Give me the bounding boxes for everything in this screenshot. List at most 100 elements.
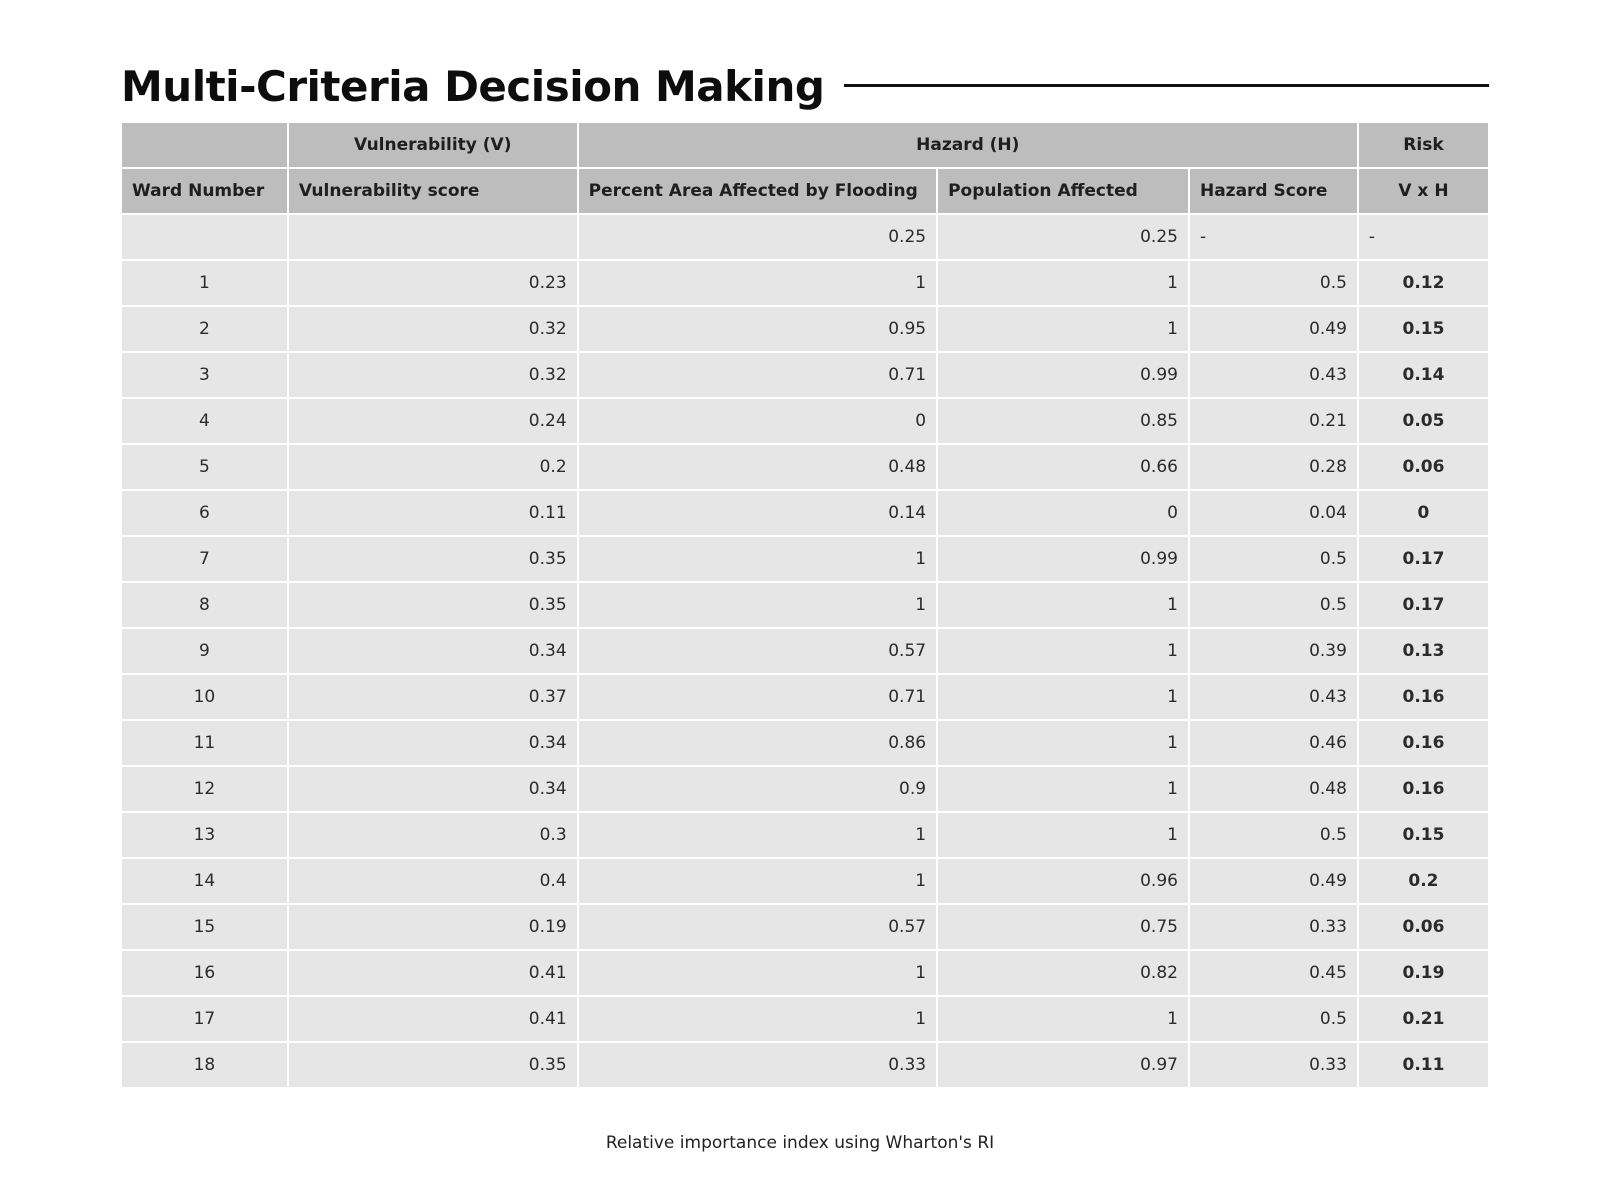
risk-value-cell: 0.11 <box>1358 1043 1488 1087</box>
table-row: 7 0.35 1 0.99 0.5 0.17 <box>122 537 1488 581</box>
title-row: Multi-Criteria Decision Making <box>121 58 1489 114</box>
vulnerability-score-cell: 0.32 <box>288 307 577 351</box>
table-row: 3 0.32 0.71 0.99 0.43 0.14 <box>122 353 1488 397</box>
ward-number-cell: 4 <box>122 399 287 443</box>
risk-value-cell: 0.06 <box>1358 905 1488 949</box>
vulnerability-score-cell: 0.23 <box>288 261 577 305</box>
percent-area-cell: 0.9 <box>578 767 937 811</box>
column-header-percent-area: Percent Area Affected by Flooding <box>578 169 937 213</box>
mcdm-table: Vulnerability (V) Hazard (H) Risk Ward N… <box>120 121 1490 1089</box>
population-affected-cell: 1 <box>938 261 1188 305</box>
table-row: 14 0.4 1 0.96 0.49 0.2 <box>122 859 1488 903</box>
table-header: Vulnerability (V) Hazard (H) Risk Ward N… <box>122 123 1488 213</box>
percent-area-cell: 1 <box>578 859 937 903</box>
population-affected-cell: 0.75 <box>938 905 1188 949</box>
hazard-score-cell: 0.49 <box>1189 859 1357 903</box>
risk-value-cell: 0.05 <box>1358 399 1488 443</box>
hazard-score-cell: 0.33 <box>1189 905 1357 949</box>
hazard-score-cell: 0.5 <box>1189 583 1357 627</box>
vulnerability-score-cell: 0.41 <box>288 997 577 1041</box>
ward-number-cell: 9 <box>122 629 287 673</box>
risk-value-cell: 0.16 <box>1358 721 1488 765</box>
column-header-ward: Ward Number <box>122 169 287 213</box>
risk-value-cell: 0.19 <box>1358 951 1488 995</box>
table-caption: Relative importance index using Wharton'… <box>605 1133 995 1153</box>
hazard-score-cell: 0.28 <box>1189 445 1357 489</box>
population-affected-cell: 1 <box>938 629 1188 673</box>
risk-value-cell: 0.12 <box>1358 261 1488 305</box>
table-row: 10 0.37 0.71 1 0.43 0.16 <box>122 675 1488 719</box>
table-row: 5 0.2 0.48 0.66 0.28 0.06 <box>122 445 1488 489</box>
ward-number-cell: 14 <box>122 859 287 903</box>
risk-value-cell: 0.16 <box>1358 675 1488 719</box>
population-affected-cell: 0.66 <box>938 445 1188 489</box>
percent-area-cell: 0.71 <box>578 675 937 719</box>
population-affected-cell: 0.85 <box>938 399 1188 443</box>
ward-number-cell: 3 <box>122 353 287 397</box>
ward-number-cell: 2 <box>122 307 287 351</box>
hazard-score-cell: 0.39 <box>1189 629 1357 673</box>
ward-number-cell: 16 <box>122 951 287 995</box>
population-affected-cell: 0.97 <box>938 1043 1188 1087</box>
population-affected-cell: 1 <box>938 675 1188 719</box>
group-header-row: Vulnerability (V) Hazard (H) Risk <box>122 123 1488 167</box>
percent-area-cell: 0.95 <box>578 307 937 351</box>
population-affected-cell: 1 <box>938 767 1188 811</box>
risk-value-cell: 0.15 <box>1358 307 1488 351</box>
column-header-population: Population Affected <box>938 169 1188 213</box>
ward-number-cell: 7 <box>122 537 287 581</box>
vulnerability-score-cell: 0.35 <box>288 537 577 581</box>
ward-number-cell: 1 <box>122 261 287 305</box>
vulnerability-score-cell: 0.2 <box>288 445 577 489</box>
vulnerability-score-cell: 0.11 <box>288 491 577 535</box>
vulnerability-score-cell: 0.19 <box>288 905 577 949</box>
table-row: 12 0.34 0.9 1 0.48 0.16 <box>122 767 1488 811</box>
ward-number-cell: 5 <box>122 445 287 489</box>
percent-area-cell: 1 <box>578 537 937 581</box>
table-row: 18 0.35 0.33 0.97 0.33 0.11 <box>122 1043 1488 1087</box>
ward-number-cell: 17 <box>122 997 287 1041</box>
column-header-hazard-score: Hazard Score <box>1189 169 1357 213</box>
percent-area-cell: 0.14 <box>578 491 937 535</box>
percent-area-cell: 1 <box>578 997 937 1041</box>
table-row: 11 0.34 0.86 1 0.46 0.16 <box>122 721 1488 765</box>
percent-area-cell: 1 <box>578 951 937 995</box>
weights-ward-cell <box>122 215 287 259</box>
hazard-score-cell: 0.5 <box>1189 997 1357 1041</box>
group-header-empty <box>122 123 287 167</box>
percent-area-cell: 0.57 <box>578 629 937 673</box>
percent-area-cell: 0.57 <box>578 905 937 949</box>
ward-number-cell: 12 <box>122 767 287 811</box>
population-affected-cell: 0.99 <box>938 537 1188 581</box>
population-affected-cell: 1 <box>938 813 1188 857</box>
percent-area-cell: 1 <box>578 813 937 857</box>
percent-area-cell: 0.86 <box>578 721 937 765</box>
group-header-risk: Risk <box>1358 123 1488 167</box>
population-affected-cell: 0.96 <box>938 859 1188 903</box>
weights-risk-cell: - <box>1358 215 1488 259</box>
percent-area-cell: 1 <box>578 583 937 627</box>
weights-row: 0.25 0.25 - - <box>122 215 1488 259</box>
ward-number-cell: 18 <box>122 1043 287 1087</box>
table-row: 4 0.24 0 0.85 0.21 0.05 <box>122 399 1488 443</box>
weights-population-cell: 0.25 <box>938 215 1188 259</box>
percent-area-cell: 0 <box>578 399 937 443</box>
table-row: 13 0.3 1 1 0.5 0.15 <box>122 813 1488 857</box>
table-row: 6 0.11 0.14 0 0.04 0 <box>122 491 1488 535</box>
population-affected-cell: 0.99 <box>938 353 1188 397</box>
column-header-risk: V x H <box>1358 169 1488 213</box>
percent-area-cell: 1 <box>578 261 937 305</box>
table-row: 17 0.41 1 1 0.5 0.21 <box>122 997 1488 1041</box>
ward-number-cell: 8 <box>122 583 287 627</box>
ward-number-cell: 6 <box>122 491 287 535</box>
hazard-score-cell: 0.46 <box>1189 721 1357 765</box>
population-affected-cell: 1 <box>938 721 1188 765</box>
vulnerability-score-cell: 0.41 <box>288 951 577 995</box>
table-row: 2 0.32 0.95 1 0.49 0.15 <box>122 307 1488 351</box>
vulnerability-score-cell: 0.35 <box>288 583 577 627</box>
percent-area-cell: 0.71 <box>578 353 937 397</box>
percent-area-cell: 0.48 <box>578 445 937 489</box>
column-header-row: Ward Number Vulnerability score Percent … <box>122 169 1488 213</box>
table-body: 0.25 0.25 - - 1 0.23 1 1 0.5 0.12 2 0.32 0.95 1 0.… <box>122 215 1488 1087</box>
vulnerability-score-cell: 0.34 <box>288 721 577 765</box>
